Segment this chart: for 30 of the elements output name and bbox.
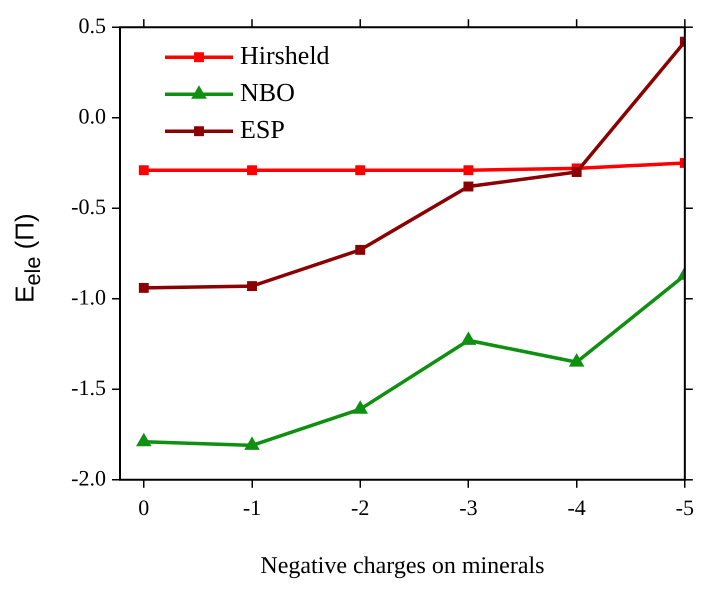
point (463, 165, 474, 176)
point (355, 165, 366, 176)
point (138, 282, 149, 293)
point (247, 281, 257, 292)
x-tick-label: -2 (351, 494, 370, 520)
point (463, 182, 474, 192)
x-axis-title: Negative charges on minerals (260, 552, 544, 579)
y-tick-label: 0.0 (78, 104, 106, 128)
x-tick-label: -1 (242, 494, 262, 520)
x-tick-label: -4 (567, 494, 586, 520)
point (352, 400, 368, 414)
point (247, 165, 257, 176)
point (138, 165, 149, 176)
point (136, 432, 152, 446)
y-tick-label: -2.0 (71, 466, 106, 491)
y-tick-label: -1.0 (71, 284, 106, 310)
point (568, 353, 584, 367)
legend-label: ESP (240, 115, 285, 144)
point (244, 436, 260, 450)
y-tick-label: -0.5 (71, 194, 106, 220)
y-tick-label: 0.5 (78, 12, 106, 38)
x-tick-label: 0 (138, 494, 150, 520)
x-tick-label: -3 (459, 494, 478, 520)
y-tick-label: -1.5 (71, 375, 106, 400)
legend-label: NBO (240, 78, 295, 108)
point (355, 244, 366, 255)
x-tick-label: -5 (676, 494, 694, 520)
point (460, 331, 476, 345)
point (572, 167, 582, 177)
legend-label: Hirsheld (240, 41, 330, 70)
